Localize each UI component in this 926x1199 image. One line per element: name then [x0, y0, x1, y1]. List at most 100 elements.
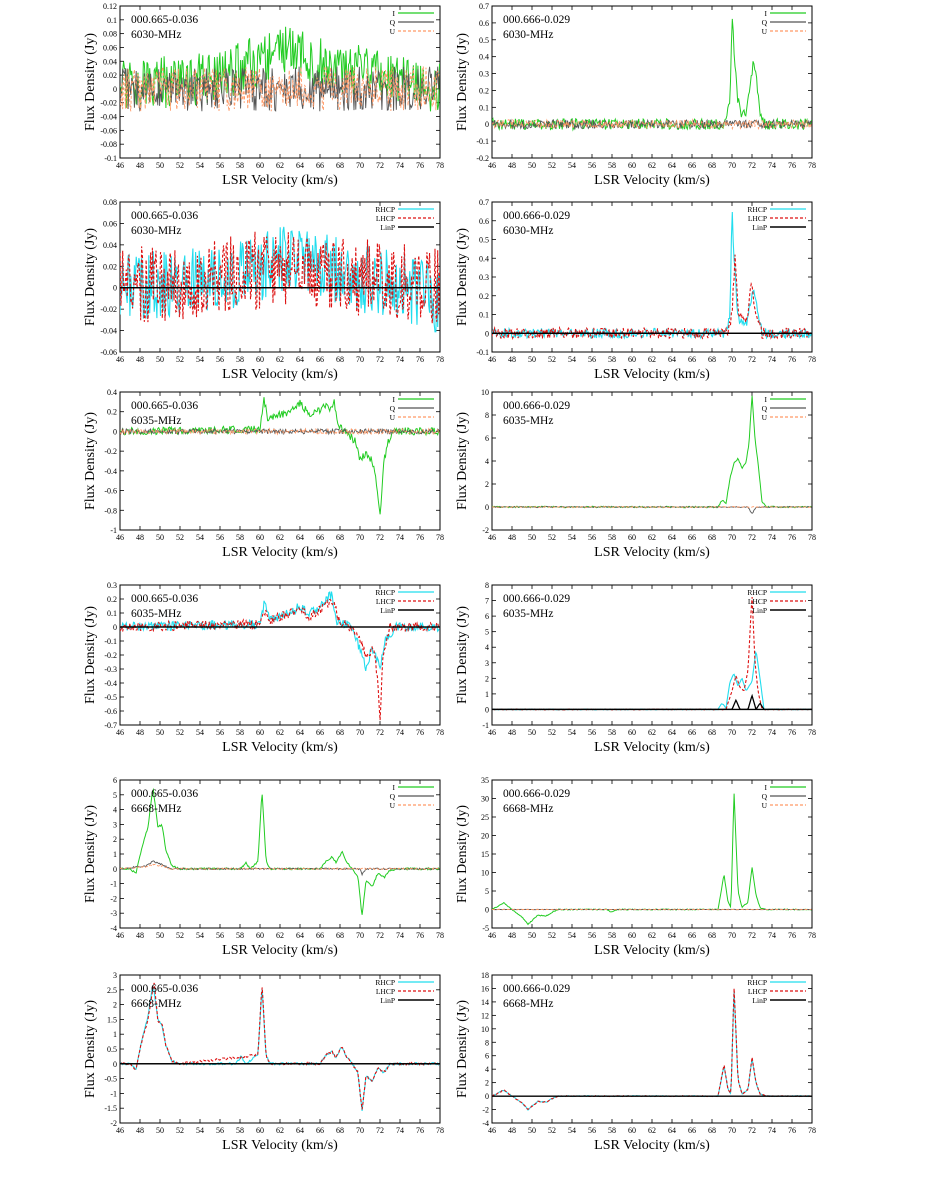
x-tick-label: 52 — [176, 728, 184, 737]
x-tick-label: 68 — [708, 533, 716, 542]
x-tick-label: 58 — [608, 728, 616, 737]
x-tick-label: 70 — [728, 728, 736, 737]
y-tick-label: -0.2 — [104, 447, 117, 456]
legend-label: U — [390, 413, 396, 422]
x-tick-label: 54 — [568, 533, 576, 542]
x-tick-label: 50 — [156, 728, 164, 737]
y-axis-label: Flux Density (Jy) — [83, 606, 98, 704]
y-tick-label: -0.04 — [100, 113, 117, 122]
x-tick-label: 58 — [236, 728, 244, 737]
y-tick-label: -3 — [110, 909, 117, 918]
x-tick-label: 72 — [748, 161, 756, 170]
series-rhcp-line — [492, 650, 812, 711]
y-tick-label: 0.08 — [103, 30, 117, 39]
x-tick-label: 74 — [768, 728, 776, 737]
y-tick-label: 30 — [481, 795, 489, 804]
x-tick-label: 70 — [356, 1126, 364, 1135]
x-axis-label: LSR Velocity (km/s) — [594, 173, 710, 188]
y-axis-label: Flux Density (Jy) — [455, 228, 470, 326]
x-tick-label: 78 — [436, 931, 444, 940]
y-tick-label: 12 — [481, 1011, 489, 1020]
y-tick-label: 2 — [113, 1001, 117, 1010]
y-tick-label: 0 — [485, 329, 489, 338]
x-tick-label: 62 — [648, 161, 656, 170]
y-tick-label: 18 — [481, 971, 489, 980]
x-tick-label: 60 — [628, 533, 636, 542]
legend-label: LinP — [380, 223, 395, 232]
y-tick-label: 0 — [113, 623, 117, 632]
x-tick-label: 62 — [276, 931, 284, 940]
x-tick-label: 78 — [436, 1126, 444, 1135]
series-lhcp-line — [120, 231, 440, 324]
x-tick-label: 64 — [296, 728, 304, 737]
x-tick-label: 58 — [236, 161, 244, 170]
frequency-label: 6030-MHz — [503, 29, 553, 41]
x-tick-label: 56 — [588, 728, 596, 737]
legend-label: U — [762, 27, 768, 36]
y-tick-label: 0.2 — [479, 292, 489, 301]
y-tick-label: -2 — [110, 1119, 117, 1128]
x-tick-label: 74 — [396, 355, 404, 364]
y-tick-label: -2 — [110, 894, 117, 903]
y-tick-label: 0.2 — [107, 595, 117, 604]
series-q-line — [492, 506, 812, 514]
x-tick-label: 72 — [748, 1126, 756, 1135]
x-tick-label: 56 — [216, 728, 224, 737]
x-tick-label: 70 — [728, 355, 736, 364]
y-tick-label: 0.3 — [479, 273, 489, 282]
y-tick-label: 0.06 — [103, 43, 117, 52]
x-tick-label: 48 — [136, 355, 144, 364]
series-lhcp-line — [492, 254, 812, 340]
y-tick-label: -0.5 — [104, 1075, 117, 1084]
x-tick-label: 68 — [336, 533, 344, 542]
y-tick-label: 0 — [485, 705, 489, 714]
legend-label: LHCP — [376, 597, 395, 606]
legend-label: U — [390, 801, 396, 810]
y-tick-label: 4 — [485, 643, 489, 652]
x-tick-label: 72 — [376, 533, 384, 542]
legend-label: LHCP — [376, 214, 395, 223]
y-tick-label: 0.4 — [479, 53, 489, 62]
x-tick-label: 72 — [748, 931, 756, 940]
x-tick-label: 74 — [768, 931, 776, 940]
y-tick-label: 0.1 — [479, 311, 489, 320]
legend-label: Q — [762, 792, 768, 801]
y-tick-label: 1 — [113, 1030, 117, 1039]
y-tick-label: -0.4 — [104, 467, 117, 476]
y-tick-label: -0.06 — [100, 348, 117, 357]
x-tick-label: 58 — [608, 533, 616, 542]
source-label: 000.665-0.036 — [131, 983, 198, 995]
x-tick-label: 76 — [416, 533, 424, 542]
y-tick-label: 20 — [481, 832, 489, 841]
x-tick-label: 74 — [768, 1126, 776, 1135]
x-tick-label: 76 — [788, 1126, 796, 1135]
x-tick-label: 64 — [668, 1126, 676, 1135]
x-tick-label: 64 — [668, 728, 676, 737]
x-tick-label: 50 — [156, 533, 164, 542]
panel-5: -1 -0.8 -0.6 -0.4 -0.2 0 0.2 0.4 46 48 50 52 54 56 58 6… — [83, 388, 444, 560]
x-tick-label: 48 — [508, 161, 516, 170]
source-label: 000.666-0.029 — [503, 983, 570, 995]
x-tick-label: 56 — [216, 355, 224, 364]
y-tick-label: 6 — [113, 776, 117, 785]
frequency-label: 6030-MHz — [131, 29, 181, 41]
series-lhcp-line — [120, 598, 440, 721]
x-tick-label: 50 — [156, 931, 164, 940]
y-axis-label: Flux Density (Jy) — [455, 606, 470, 704]
y-tick-label: 10 — [481, 388, 489, 397]
y-tick-label: 2 — [113, 835, 117, 844]
y-tick-label: 4 — [113, 806, 117, 815]
x-tick-label: 52 — [548, 728, 556, 737]
x-tick-label: 74 — [396, 161, 404, 170]
legend-label: I — [765, 395, 768, 404]
y-tick-label: -0.06 — [100, 126, 117, 135]
legend-label: LinP — [380, 996, 395, 1005]
x-tick-label: 56 — [588, 355, 596, 364]
x-tick-label: 78 — [436, 161, 444, 170]
x-tick-label: 56 — [588, 1126, 596, 1135]
y-tick-label: 0.08 — [103, 198, 117, 207]
legend-label: RHCP — [747, 588, 767, 597]
x-tick-label: 46 — [488, 533, 496, 542]
x-tick-label: 58 — [608, 1126, 616, 1135]
